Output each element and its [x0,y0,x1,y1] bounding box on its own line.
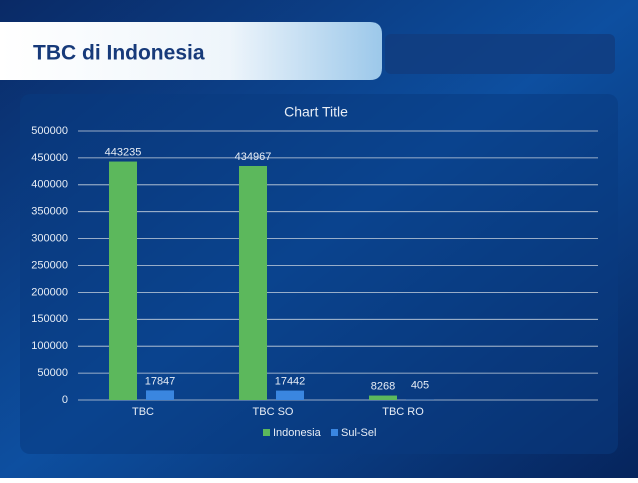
x-tick-label: TBC [132,406,154,418]
bar [369,396,397,400]
legend-label: Sul-Sel [341,427,376,439]
y-tick-label: 50000 [37,367,68,379]
y-tick-label: 150000 [31,313,68,325]
y-tick-label: 250000 [31,259,68,271]
header-strip [385,34,615,74]
x-tick-label: TBC RO [382,406,424,418]
slide-title: TBC di Indonesia [33,42,205,65]
y-tick-label: 400000 [31,179,68,191]
legend-label: Indonesia [273,427,322,439]
y-tick-label: 100000 [31,340,68,352]
bar [109,162,137,400]
value-label: 434967 [235,151,272,163]
y-tick-label: 500000 [31,125,68,137]
chart-title: Chart Title [284,104,348,120]
y-tick-label: 350000 [31,206,68,218]
legend-swatch [331,429,338,436]
bar [239,166,267,400]
value-label: 17847 [145,375,176,387]
y-tick-label: 450000 [31,152,68,164]
value-label: 405 [411,380,429,392]
value-label: 443235 [105,146,142,158]
y-tick-label: 300000 [31,233,68,245]
legend-swatch [263,429,270,436]
bar [276,391,304,400]
bar [146,390,174,400]
value-label: 17442 [275,376,306,388]
x-tick-label: TBC SO [253,406,294,418]
y-tick-label: 200000 [31,286,68,298]
y-tick-label: 0 [62,394,68,406]
value-label: 8268 [371,380,395,392]
